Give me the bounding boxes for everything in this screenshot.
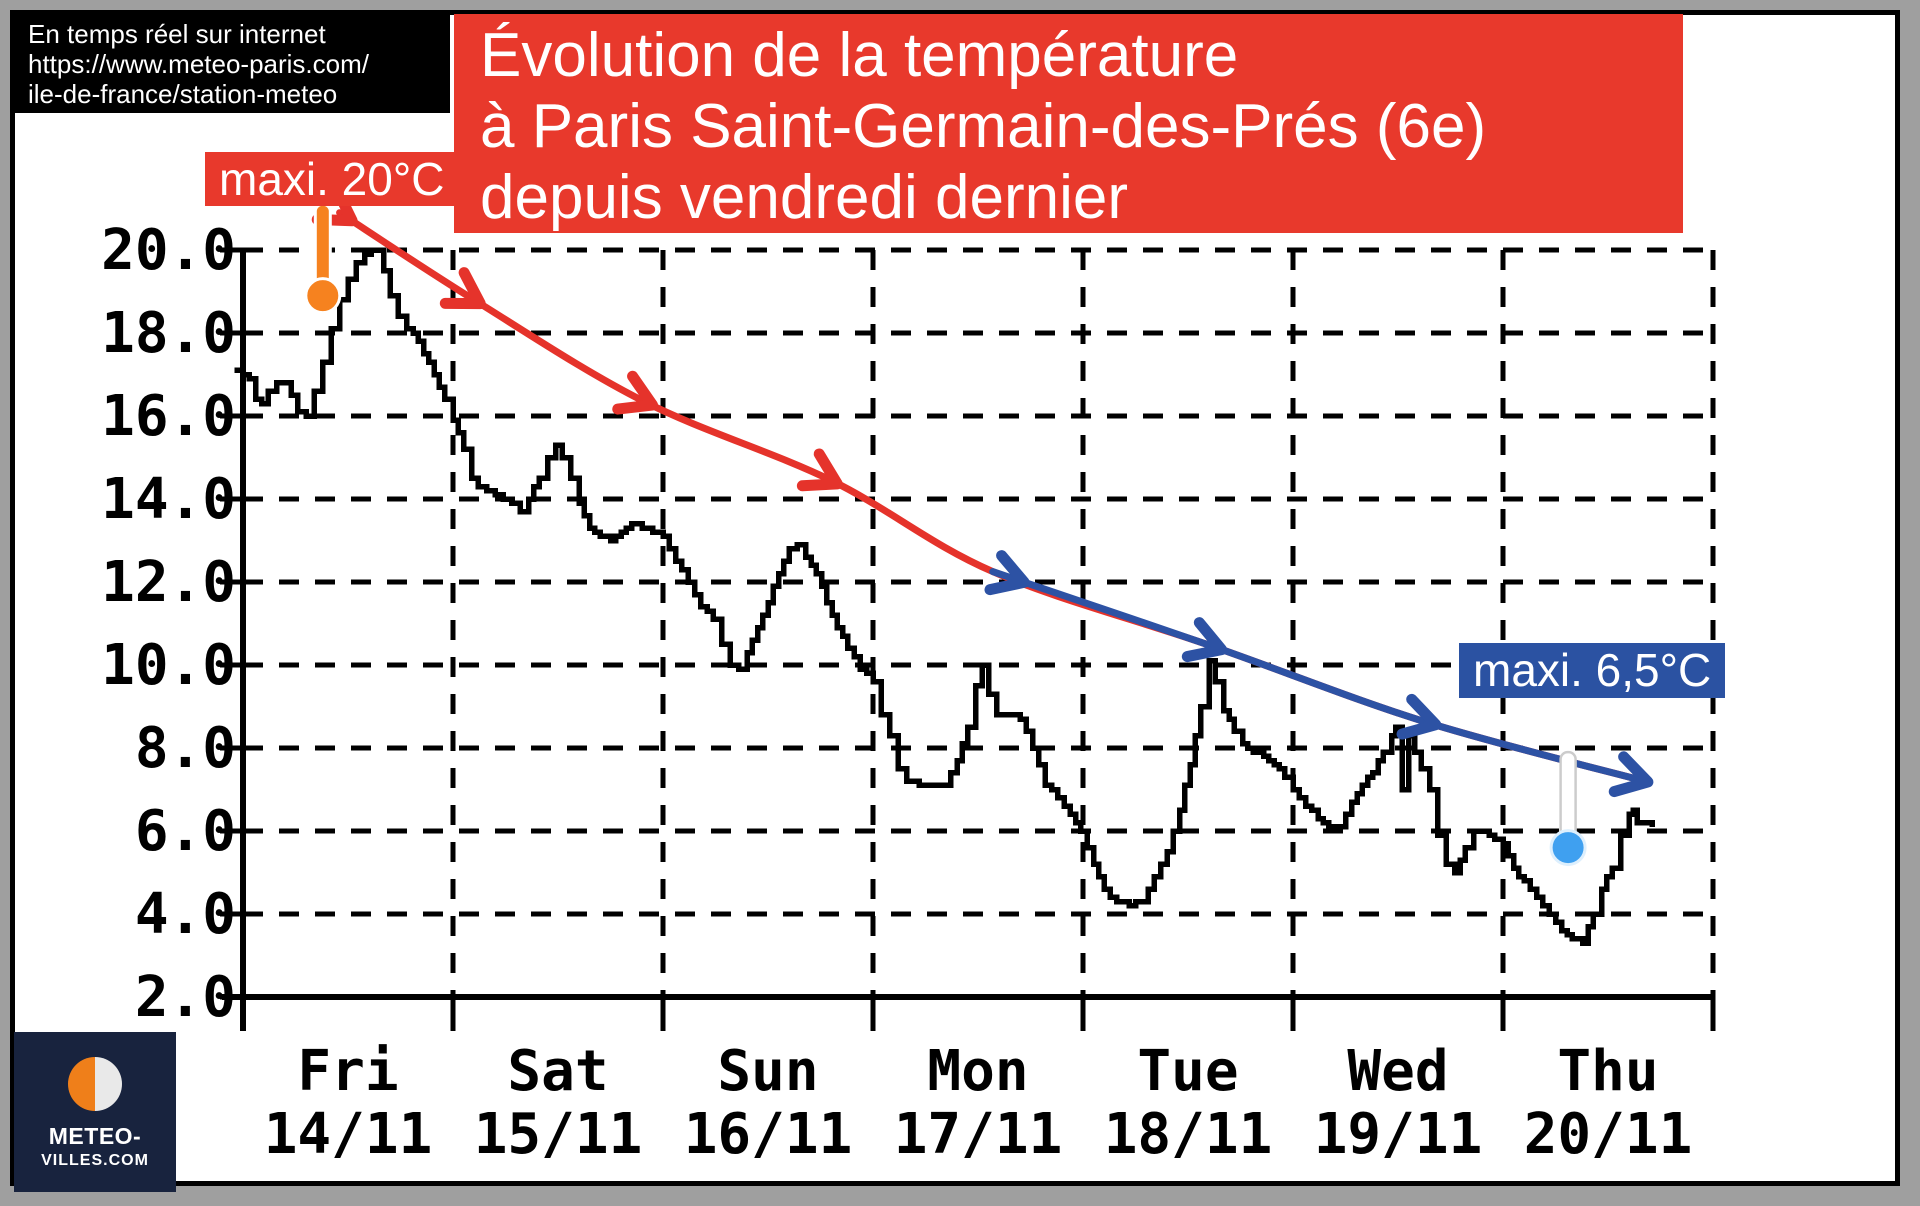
date-label: 20/11 — [1524, 1102, 1693, 1167]
cold-thermometer-icon — [1549, 829, 1587, 867]
day-label: Fri — [297, 1039, 398, 1104]
day-label: Wed — [1347, 1039, 1448, 1104]
source-url-box: En temps réel sur internet https://www.m… — [14, 14, 450, 113]
date-label: 18/11 — [1104, 1102, 1273, 1167]
logo-text: METEO- — [48, 1123, 142, 1149]
day-label: Thu — [1557, 1039, 1658, 1104]
date-label: 16/11 — [684, 1102, 853, 1167]
y-tick-label: 8.0 — [135, 716, 236, 781]
day-label: Tue — [1137, 1039, 1238, 1104]
day-label: Sat — [507, 1039, 608, 1104]
y-tick-label: 14.0 — [101, 467, 236, 532]
logo-text: VILLES.COM — [41, 1152, 149, 1169]
date-label: 19/11 — [1314, 1102, 1483, 1167]
y-tick-label: 6.0 — [135, 799, 236, 864]
trend-arrowhead-icon — [439, 267, 486, 310]
y-tick-label: 18.0 — [101, 301, 236, 366]
source-url-path: ile-de-france/station-meteo — [28, 79, 338, 109]
max-temp-start-label: maxi. 20°C — [205, 152, 459, 206]
source-line: En temps réel sur internet — [28, 19, 326, 49]
title-line: Évolution de la température — [480, 21, 1239, 90]
date-label: 17/11 — [894, 1102, 1063, 1167]
y-tick-label: 2.0 — [135, 965, 236, 1030]
chart-title: Évolution de la température à Paris Sain… — [454, 14, 1683, 233]
y-tick-label: 10.0 — [101, 633, 236, 698]
trend-arrowhead-icon — [1396, 693, 1442, 740]
date-label: 14/11 — [264, 1102, 433, 1167]
y-tick-label: 4.0 — [135, 882, 236, 947]
logo-icon — [68, 1057, 122, 1111]
y-tick-label: 20.0 — [101, 218, 236, 283]
hot-thermometer-icon — [304, 277, 342, 315]
day-label: Sun — [717, 1039, 818, 1104]
max-temp-end-label: maxi. 6,5°C — [1459, 643, 1726, 698]
date-label: 15/11 — [474, 1102, 643, 1167]
title-line: à Paris Saint-Germain-des-Prés (6e) — [480, 92, 1487, 161]
title-line: depuis vendredi dernier — [480, 163, 1128, 232]
meteo-villes-logo: METEO- VILLES.COM — [14, 1032, 176, 1192]
trend-arrowhead-icon — [1181, 617, 1228, 663]
y-tick-label: 16.0 — [101, 384, 236, 449]
trend-arrowhead-icon — [1608, 751, 1654, 798]
y-tick-label: 12.0 — [101, 550, 236, 615]
trend-arrowhead-icon — [612, 370, 658, 415]
source-url: https://www.meteo-paris.com/ — [28, 49, 369, 79]
trend-curve-blue — [989, 568, 1652, 786]
day-label: Mon — [927, 1039, 1028, 1104]
trend-arrowhead-icon — [796, 448, 843, 492]
temperature-curve — [234, 247, 1655, 946]
trend-arrowhead-icon — [984, 550, 1030, 596]
